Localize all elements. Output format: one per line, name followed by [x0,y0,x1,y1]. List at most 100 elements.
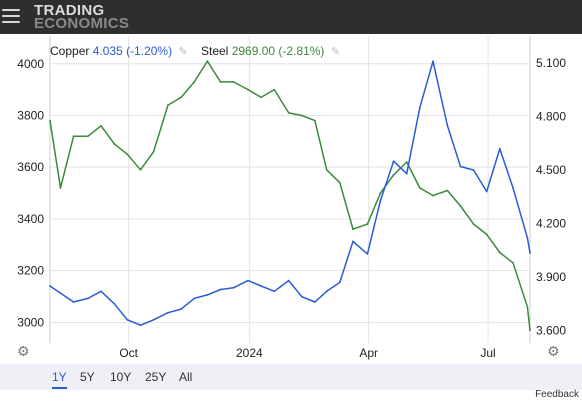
copper-data-point [432,60,434,63]
steel-data-point [498,251,501,254]
copper-data-point [498,147,501,150]
copper-data-point [314,301,316,303]
x-tick-label: 2024 [236,346,263,360]
range-button-10y[interactable]: 10Y [110,370,132,384]
steel-data-point [300,114,303,117]
copper-data-point [72,301,75,303]
logo-line-2: ECONOMICS [34,15,130,32]
copper-data-point [167,311,169,314]
copper-data-point [472,169,475,172]
copper-data-point [232,286,235,289]
copper-data-point [459,165,462,168]
copper-data-point [100,290,102,293]
feedback-link[interactable]: Feedback [535,389,579,400]
steel-data-point [87,135,89,138]
copper-data-point [247,279,249,282]
copper-data-point [126,318,129,321]
steel-data-point [405,161,408,163]
legend-copper-name: Copper [50,44,90,58]
copper-data-point [287,279,290,282]
copper-data-point [352,240,354,243]
steel-data-point [485,233,488,236]
steel-data-point [113,143,116,145]
steel-data-point [260,96,262,99]
steel-data-point [352,228,354,231]
y-right-tick-label: 4.800 [536,110,566,124]
copper-data-point [379,199,382,202]
x-tick-label: Jul [480,346,495,360]
time-range-bar: 1Y 5Y 10Y 25Y All [0,364,582,390]
legend-copper[interactable]: Copper 4.035 (-1.20%) ✎ [50,44,188,58]
copper-data-point [405,172,408,175]
copper-data-point [392,160,395,163]
copper-data-point [113,302,116,305]
y-right-tick-label: 3.900 [536,270,566,284]
gear-icon[interactable]: ⚙ [547,343,560,359]
copper-data-point [87,297,89,300]
y-right-tick-label: 4.200 [536,217,566,231]
steel-data-point [49,119,51,122]
steel-data-point [432,194,434,197]
steel-data-point [459,205,462,207]
steel-data-point [446,189,449,192]
copper-data-point [152,318,155,321]
copper-series-line [49,60,531,326]
x-tick-label: Apr [359,346,378,360]
series-lines [49,60,531,332]
gear-icon[interactable]: ⚙ [17,343,30,359]
legend-steel-name: Steel [201,44,229,58]
steel-data-point [512,261,514,264]
range-button-all[interactable]: All [179,370,193,384]
copper-data-point [526,236,529,239]
steel-data-point [366,223,369,226]
steel-data-point [325,168,328,171]
y-left-tick-label: 3200 [17,264,44,278]
hamburger-menu-icon[interactable] [2,6,20,26]
steel-data-point [529,329,531,332]
steel-data-point [338,181,341,184]
y-right-tick-label: 4.500 [536,163,566,177]
steel-data-point [180,96,183,99]
copper-data-point [418,106,421,109]
logo-line-1: TRADING [34,2,105,19]
pencil-icon[interactable]: ✎ [330,46,340,58]
trading-economics-logo[interactable]: TRADING ECONOMICS [34,2,130,32]
y-left-tick-label: 3600 [17,160,44,174]
y-left-tick-label: 3400 [17,212,44,226]
range-button-5y[interactable]: 5Y [80,370,95,384]
steel-data-point [273,88,276,91]
copper-data-point [219,288,222,291]
copper-data-point [446,124,449,127]
x-tick-label: Oct [119,346,138,360]
copper-data-point [139,324,142,327]
copper-data-point [366,253,369,255]
range-button-1y[interactable]: 1Y [52,370,67,389]
steel-data-point [287,112,290,114]
axes: 4000 3800 3600 3400 3200 3000 5.100 4.800 4.500 4… [17,36,566,360]
steel-data-point [232,81,235,83]
steel-data-point [379,192,382,194]
commodity-chart: 4000 3800 3600 3400 3200 3000 5.100 4.800 4.500 4… [17,36,566,360]
steel-data-point [472,223,475,226]
steel-data-point [314,119,316,122]
copper-data-point [180,308,183,310]
chart-legend: Copper 4.035 (-1.20%) ✎ Steel 2969.00 (-… [50,44,350,58]
steel-data-point [193,81,196,83]
legend-steel-value: 2969.00 (-2.81%) [231,44,325,58]
legend-steel[interactable]: Steel 2969.00 (-2.81%) ✎ [201,44,340,58]
steel-data-point [206,60,209,63]
pencil-icon[interactable]: ✎ [178,46,188,58]
steel-series-line [49,60,531,331]
copper-data-point [206,294,209,296]
steel-data-point [100,124,102,127]
gridlines [50,36,530,343]
steel-data-point [418,187,421,189]
steel-data-point [219,81,222,83]
copper-data-point [512,187,514,189]
steel-data-point [126,153,129,156]
copper-data-point [260,285,262,287]
steel-data-point [392,174,395,176]
range-button-25y[interactable]: 25Y [145,370,167,384]
y-left-tick-label: 3800 [17,108,44,122]
copper-data-point [325,290,328,293]
